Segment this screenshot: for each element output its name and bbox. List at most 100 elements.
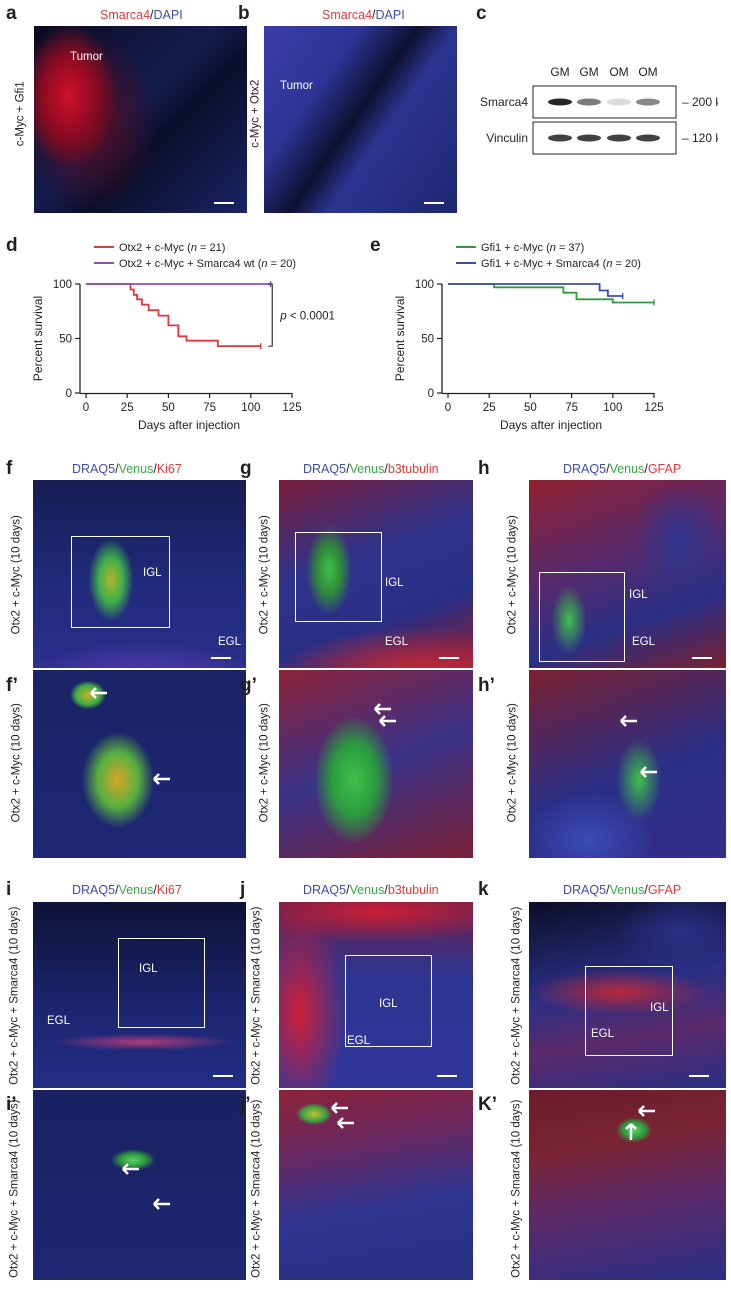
title-sep: / <box>346 462 350 476</box>
micrograph-f-prime <box>33 670 246 858</box>
panel-letter-f: f <box>6 458 13 479</box>
blot-lane-labels: GM GM OM OM <box>550 65 657 79</box>
panel-k-side-label: Otx2 + c-Myc + Smarca4 (10 days) <box>510 906 523 1085</box>
panel-f-title: DRAQ5/Venus/Ki67 <box>72 463 182 476</box>
panel-g-title: DRAQ5/Venus/b3tubulin <box>303 463 439 476</box>
title-green: Venus <box>349 883 385 897</box>
legend-text: = 20) <box>612 258 640 270</box>
panel-letter-h: h <box>478 458 490 479</box>
panel-k-prime-side-label: Otx2 + c-Myc + Smarca4 (10 days) <box>510 1099 523 1278</box>
igl-label: IGL <box>379 998 398 1010</box>
title-blue: DAPI <box>153 8 183 22</box>
arrow-icon <box>153 773 170 785</box>
title-red: Ki67 <box>156 462 182 476</box>
legend-text: Gfi1 + c-Myc ( <box>481 242 550 254</box>
title-blue: DRAQ5 <box>303 883 347 897</box>
title-red: b3tubulin <box>387 883 439 897</box>
legend-text: Gfi1 + c-Myc + Smarca4 ( <box>481 258 607 270</box>
title-blue: DRAQ5 <box>303 462 347 476</box>
panel-letter-k-prime: K’ <box>478 1094 497 1115</box>
scale-bar <box>424 202 444 204</box>
tumor-label-a: Tumor <box>70 51 103 63</box>
x-tick-label: 50 <box>524 402 537 414</box>
title-sep: / <box>644 462 648 476</box>
legend-entry: Otx2 + c-Myc + Smarca4 wt (n = 20) <box>119 258 296 270</box>
panel-letter-g: g <box>240 458 252 479</box>
panel-b-side-label: c-Myc + Otx2 <box>249 79 262 148</box>
zoom-region-box <box>118 938 205 1028</box>
y-tick-label: 0 <box>66 388 72 400</box>
panel-i-title: DRAQ5/Venus/Ki67 <box>72 884 182 897</box>
legend-text: = 37) <box>556 242 584 254</box>
series-line <box>86 283 261 347</box>
title-sep: / <box>153 462 157 476</box>
panel-g-side-label: Otx2 + c-Myc (10 days) <box>258 515 271 635</box>
x-tick-label: 50 <box>162 402 175 414</box>
legend-entry: Otx2 + c-Myc (n = 21) <box>119 242 225 254</box>
legend-text: n <box>550 242 556 254</box>
title-blue: DRAQ5 <box>72 462 116 476</box>
arrow-icon <box>153 1198 170 1210</box>
title-sep: / <box>115 883 119 897</box>
panel-i-prime-side-label: Otx2 + c-Myc + Smarca4 (10 days) <box>8 1099 21 1278</box>
tumor-label-b: Tumor <box>280 80 313 92</box>
panel-letter-c: c <box>476 3 487 24</box>
arrow-icon <box>337 1117 354 1129</box>
micrograph-f: IGL EGL <box>33 480 246 668</box>
panel-letter-e: e <box>370 235 381 256</box>
blot-band <box>636 98 660 106</box>
panel-j-prime-side-label: Otx2 + c-Myc + Smarca4 (10 days) <box>250 1099 263 1278</box>
title-blue: DRAQ5 <box>563 883 607 897</box>
micrograph-k-prime <box>529 1090 726 1280</box>
egl-label: EGL <box>218 636 242 648</box>
legend-text: n <box>606 258 612 270</box>
panel-h-title: DRAQ5/Venus/GFAP <box>563 463 681 476</box>
legend-text: n <box>191 242 197 254</box>
micrograph-a: Tumor <box>34 26 247 213</box>
egl-label: EGL <box>385 636 409 648</box>
title-red: Smarca4 <box>322 8 373 22</box>
panel-h-prime-side-label: Otx2 + c-Myc (10 days) <box>506 703 519 823</box>
arrow-icon <box>90 687 107 699</box>
zoom-region-box <box>539 572 625 662</box>
series-line <box>448 283 623 297</box>
title-sep: / <box>606 883 610 897</box>
arrow-icon <box>379 715 396 727</box>
scale-bar <box>213 1075 233 1077</box>
title-sep: / <box>644 883 648 897</box>
x-tick-label: 25 <box>483 402 496 414</box>
panel-k-title: DRAQ5/Venus/GFAP <box>563 884 681 897</box>
panel-a-side-label: c-Myc + Gfi1 <box>14 81 27 147</box>
x-tick-label: 25 <box>121 402 134 414</box>
title-green: Venus <box>609 462 645 476</box>
title-green: Venus <box>118 462 154 476</box>
p-value-annotation: p < 0.0001 <box>279 311 335 323</box>
title-green: Venus <box>349 462 385 476</box>
blot-band <box>607 98 631 106</box>
panel-letter-k: k <box>478 879 489 900</box>
scale-bar <box>692 657 712 659</box>
legend-text: = 21) <box>197 242 225 254</box>
y-tick-label: 50 <box>421 334 434 346</box>
panel-letter-a: a <box>6 3 17 24</box>
title-blue: DAPI <box>375 8 405 22</box>
arrow-icon <box>122 1163 139 1175</box>
zoom-region-box <box>585 966 673 1056</box>
title-sep: / <box>384 462 388 476</box>
panel-letter-d: d <box>6 235 18 256</box>
scale-bar <box>689 1075 709 1077</box>
x-tick-label: 75 <box>203 402 216 414</box>
igl-label: IGL <box>650 1002 669 1014</box>
legend-text: = 20) <box>268 258 296 270</box>
arrow-icon <box>640 766 657 778</box>
x-tick-label: 100 <box>603 402 622 414</box>
arrow-icon <box>331 1102 348 1114</box>
title-sep: / <box>115 462 119 476</box>
title-red: b3tubulin <box>387 462 439 476</box>
blot-band <box>577 98 601 106</box>
x-tick-label: 75 <box>565 402 578 414</box>
panel-j-side-label: Otx2 + c-Myc + Smarca4 (10 days) <box>250 906 263 1085</box>
title-green: Venus <box>118 883 154 897</box>
blot-band <box>548 98 572 106</box>
legend-text: Otx2 + c-Myc ( <box>119 242 191 254</box>
